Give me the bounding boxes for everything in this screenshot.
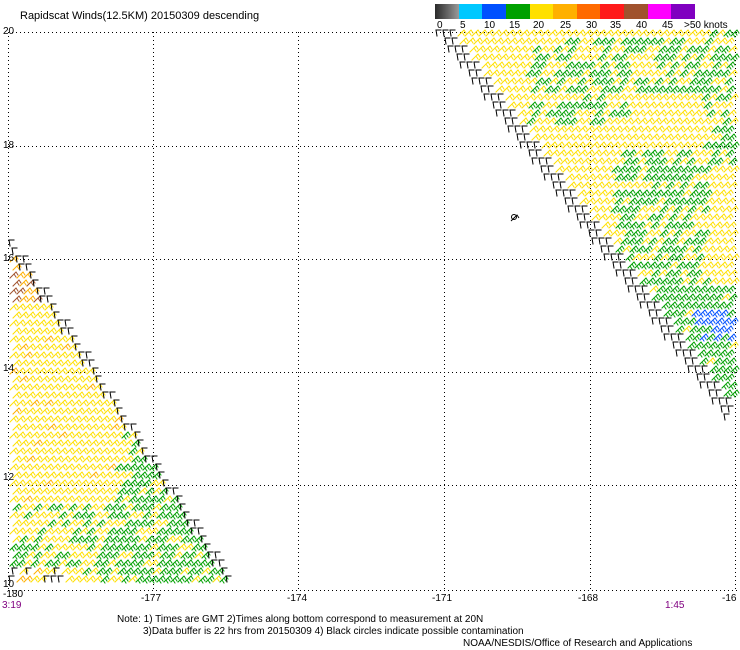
colorbar-label: 5 (460, 20, 466, 31)
note-line: 3)Data buffer is 22 hrs from 20150309 4)… (143, 626, 524, 637)
colorbar-segment (505, 4, 530, 19)
wind-barbs-blue (691, 309, 739, 342)
latitude-label: 10 (3, 579, 15, 590)
wind-barbs-yellow (9, 29, 740, 583)
colorbar-segment (553, 4, 577, 19)
longitude-label: -168 (578, 593, 599, 604)
colorbar-label: >50 knots (684, 20, 728, 31)
longitude-label: -174 (287, 593, 308, 604)
longitude-label: -180 (3, 589, 24, 600)
wind-barbs (8, 29, 740, 584)
map-title: Rapidscat Winds(12.5KM) 20150309 descend… (20, 10, 260, 22)
lat-lon-grid (8, 32, 740, 591)
colorbar-segment (624, 4, 648, 19)
colorbar-segment (482, 4, 506, 19)
swath-time-left: 3:19 (2, 600, 22, 611)
colorbar-label: 0 (437, 20, 443, 31)
wind-speed-colorbar (435, 4, 696, 19)
contamination-marker (510, 214, 520, 222)
longitude-label: -171 (432, 593, 453, 604)
colorbar-segment (671, 4, 696, 19)
credit-line: NOAA/NESDIS/Office of Research and Appli… (463, 638, 693, 649)
colorbar-label: 10 (484, 20, 496, 31)
latitude-label: 12 (3, 472, 15, 483)
latitude-label: 16 (3, 253, 15, 264)
colorbar-segment (647, 4, 672, 19)
colorbar-label: 35 (610, 20, 622, 31)
colorbar-segment (576, 4, 601, 19)
colorbar-label: 40 (636, 20, 648, 31)
swath-time-right: 1:45 (665, 600, 685, 611)
longitude-label: -177 (141, 593, 162, 604)
colorbar-label: 45 (662, 20, 674, 31)
wind-barbs-green (9, 29, 740, 584)
colorbar-label: 15 (509, 20, 521, 31)
colorbar-segment (435, 4, 459, 19)
colorbar-label: 30 (586, 20, 598, 31)
colorbar-segment (529, 4, 554, 19)
colorbar-segment (458, 4, 483, 19)
colorbar-label: 20 (533, 20, 545, 31)
latitude-label: 14 (3, 363, 15, 374)
latitude-label: 20 (3, 26, 15, 37)
latitude-label: 18 (3, 140, 15, 151)
note-line: Note: 1) Times are GMT 2)Times along bot… (117, 614, 484, 625)
longitude-label: -16 (722, 593, 737, 604)
wind-barbs-black (8, 29, 734, 583)
colorbar-label: 25 (560, 20, 572, 31)
colorbar-segment (600, 4, 625, 19)
